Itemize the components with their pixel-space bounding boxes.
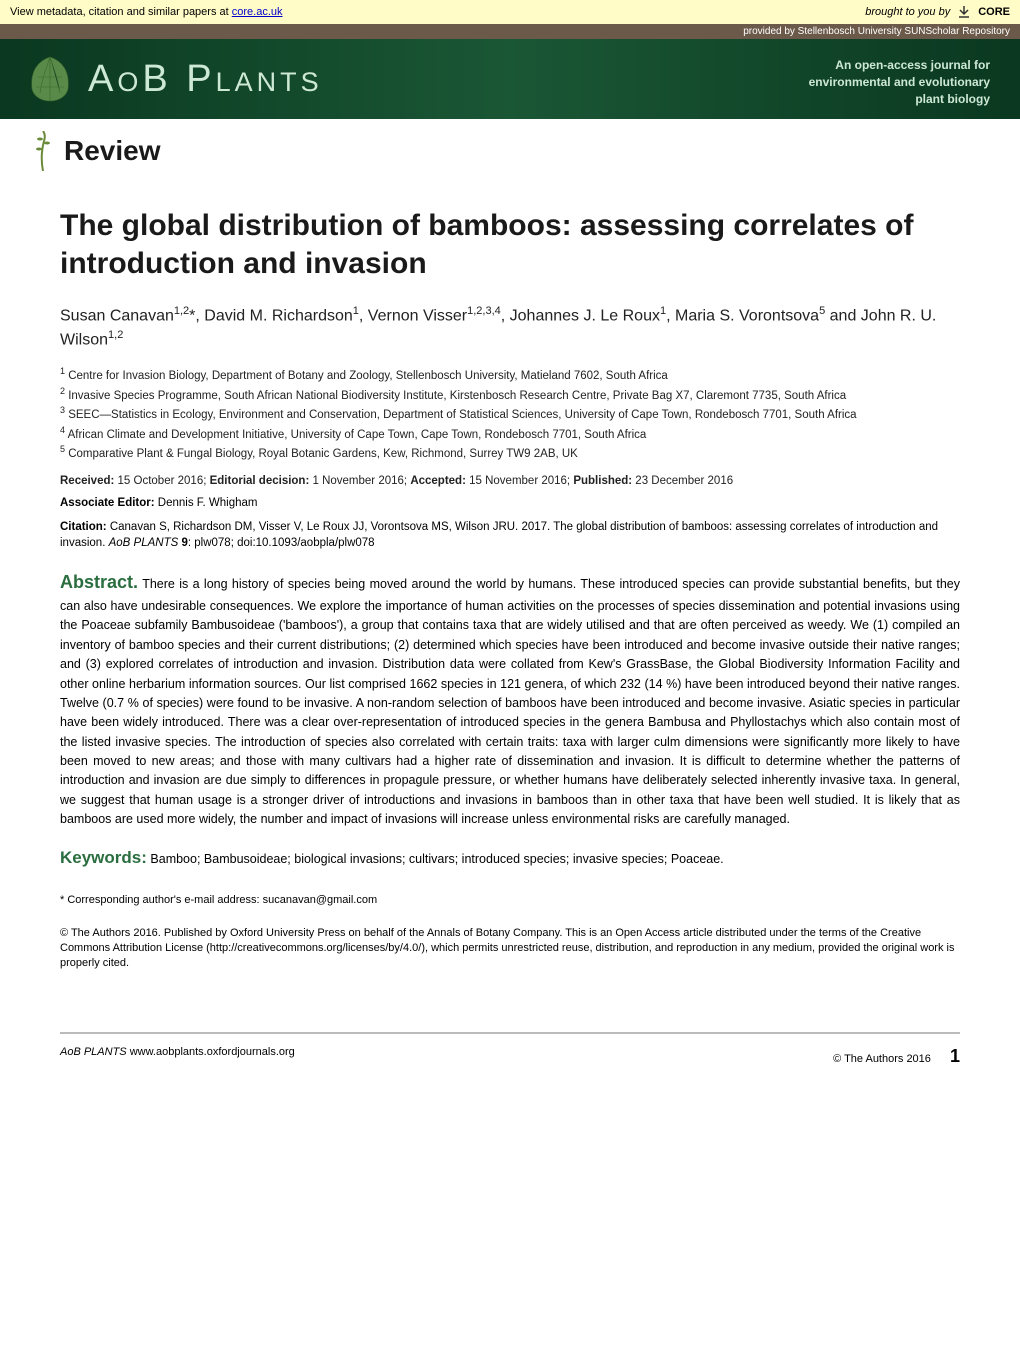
brought-by-text: brought to you by xyxy=(865,6,950,18)
footer-left: AoB PLANTS www.aobplants.oxfordjournals.… xyxy=(60,1046,295,1067)
keywords-block: Keywords: Bamboo; Bambusoideae; biologic… xyxy=(60,848,960,868)
footer-right: © The Authors 2016 1 xyxy=(833,1046,960,1067)
keywords-label: Keywords: xyxy=(60,848,147,867)
associate-editor: Associate Editor: Dennis F. Whigham xyxy=(60,497,960,509)
abstract-block: Abstract. There is a long history of spe… xyxy=(60,569,960,829)
journal-tagline: An open-access journal for environmental… xyxy=(809,57,990,107)
content-area: The global distribution of bamboos: asse… xyxy=(0,177,1020,1032)
tagline-line: plant biology xyxy=(809,91,990,108)
review-row: Review xyxy=(0,119,1020,177)
branch-icon xyxy=(30,131,56,171)
corresponding-author: * Corresponding author's e-mail address:… xyxy=(60,894,960,906)
core-link[interactable]: core.ac.uk xyxy=(232,6,283,18)
paper-title: The global distribution of bamboos: asse… xyxy=(60,207,960,282)
keywords-text: Bamboo; Bambusoideae; biological invasio… xyxy=(150,852,723,866)
top-bar-left: View metadata, citation and similar pape… xyxy=(10,6,283,18)
abstract-text: There is a long history of species being… xyxy=(60,577,960,826)
section-label: Review xyxy=(64,135,161,167)
core-top-bar: View metadata, citation and similar pape… xyxy=(0,0,1020,24)
leaf-icon xyxy=(20,49,80,109)
affiliations: 1 Centre for Invasion Biology, Departmen… xyxy=(60,365,960,463)
tagline-line: environmental and evolutionary xyxy=(809,74,990,91)
citation-block: Citation: Canavan S, Richardson DM, Viss… xyxy=(60,519,960,551)
top-bar-left-text: View metadata, citation and similar pape… xyxy=(10,6,232,18)
license-block: © The Authors 2016. Published by Oxford … xyxy=(60,926,960,972)
footer-copyright: © The Authors 2016 xyxy=(833,1053,931,1065)
core-logo-block: brought to you by CORE xyxy=(865,4,1010,20)
journal-title: AoB Plants xyxy=(88,58,323,101)
journal-header: AoB Plants An open-access journal for en… xyxy=(0,39,1020,119)
dates-line: Received: 15 October 2016; Editorial dec… xyxy=(60,475,960,487)
journal-logo: AoB Plants xyxy=(20,49,323,109)
page-footer: AoB PLANTS www.aobplants.oxfordjournals.… xyxy=(0,1034,1020,1087)
authors-line: Susan Canavan1,2*, David M. Richardson1,… xyxy=(60,304,960,351)
core-download-icon xyxy=(956,4,972,20)
abstract-label: Abstract. xyxy=(60,572,138,592)
page-number: 1 xyxy=(950,1046,960,1066)
core-brand: CORE xyxy=(978,6,1010,18)
provided-by-bar: provided by Stellenbosch University SUNS… xyxy=(0,24,1020,39)
tagline-line: An open-access journal for xyxy=(809,57,990,74)
